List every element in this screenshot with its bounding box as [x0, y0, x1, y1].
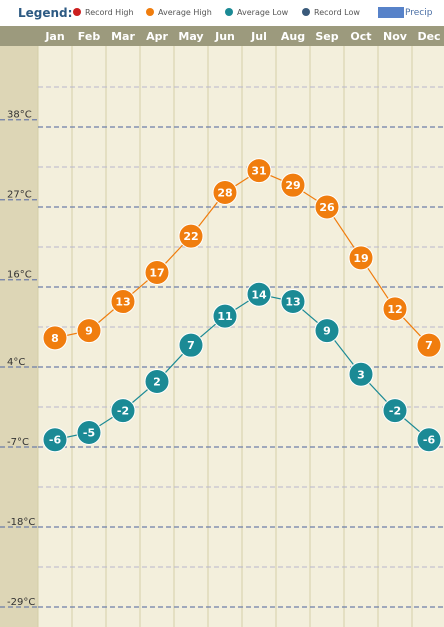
data-label: 29 [285, 179, 300, 192]
series-layer: 8 9 13 17 22 28 31 29 26 19 12 7 -6 -5 -2 2 7 11 14 13 9 3 -2 -… [42, 158, 442, 453]
data-label: 11 [217, 310, 232, 323]
data-point [246, 281, 272, 307]
month-label: Nov [383, 30, 408, 43]
month-label: Dec [417, 30, 440, 43]
data-point [178, 223, 204, 249]
data-point [144, 259, 170, 285]
data-point [348, 361, 374, 387]
data-label: 13 [115, 296, 130, 309]
legend: Legend: Record High Average High Average Lo… [18, 6, 433, 20]
data-label: 14 [251, 288, 267, 301]
data-point [314, 318, 340, 344]
month-label: Aug [281, 30, 305, 43]
y-tick-label: 27°C [7, 190, 32, 201]
month-header [0, 26, 444, 46]
legend-marker-icon [146, 8, 154, 16]
data-label: 22 [183, 230, 198, 243]
data-label: 7 [425, 339, 433, 352]
data-label: 2 [153, 376, 161, 389]
month-label: May [178, 30, 203, 43]
legend-label: Precip [405, 8, 433, 18]
data-label: 17 [149, 266, 164, 279]
data-label: 3 [357, 368, 365, 381]
data-label: 28 [217, 186, 232, 199]
legend-marker-icon [73, 8, 81, 16]
data-label: -2 [117, 405, 129, 418]
data-point [76, 318, 102, 344]
y-axis-band [0, 46, 38, 627]
data-point [110, 398, 136, 424]
data-point [144, 369, 170, 395]
data-point [246, 158, 272, 184]
legend-label: Record High [85, 8, 134, 17]
month-label: Apr [146, 30, 168, 43]
data-point [76, 419, 102, 445]
legend-label: Average Low [237, 8, 289, 17]
data-label: 12 [387, 303, 402, 316]
data-label: 9 [323, 325, 331, 338]
data-label: 31 [251, 165, 266, 178]
y-tick-label: 38°C [7, 110, 32, 121]
data-point [416, 332, 442, 358]
temperature-grid [38, 86, 444, 608]
data-point [110, 289, 136, 315]
month-grid [37, 46, 413, 627]
y-axis-labels: 38°C 27°C 16°C 4°C -7°C -18°C -29°C [0, 110, 38, 608]
data-point [212, 303, 238, 329]
data-label: -2 [389, 405, 401, 418]
data-label: -6 [423, 434, 436, 447]
data-label: 19 [353, 252, 368, 265]
month-label: Jun [214, 30, 235, 43]
y-tick-label: 4°C [7, 357, 25, 368]
data-label: 13 [285, 296, 300, 309]
data-point [178, 332, 204, 358]
month-label: Jul [250, 30, 267, 43]
month-label: Feb [78, 30, 101, 43]
data-label: 26 [319, 201, 335, 214]
month-label: Sep [315, 30, 338, 43]
y-tick-label: -29°C [7, 597, 35, 608]
data-label: 7 [187, 339, 195, 352]
data-point [382, 398, 408, 424]
month-label: Oct [350, 30, 371, 43]
data-label: 8 [51, 332, 59, 345]
legend-marker-icon [225, 8, 233, 16]
month-label: Mar [111, 30, 135, 43]
data-point [348, 245, 374, 271]
legend-title: Legend: [18, 6, 72, 20]
data-point [212, 179, 238, 205]
data-label: -6 [49, 434, 62, 447]
y-tick-label: -18°C [7, 517, 35, 528]
legend-label: Record Low [314, 8, 360, 17]
month-label: Jan [44, 30, 64, 43]
data-point [280, 172, 306, 198]
legend-marker-icon [302, 8, 310, 16]
legend-label: Average High [158, 8, 212, 17]
data-label: 9 [85, 325, 93, 338]
data-label: -5 [83, 426, 95, 439]
data-point [416, 427, 442, 453]
data-point [280, 289, 306, 315]
data-point [382, 296, 408, 322]
data-point [42, 427, 68, 453]
y-tick-label: -7°C [7, 437, 29, 448]
month-labels: Jan Feb Mar Apr May Jun Jul Aug Sep Oct Nov Dec [44, 30, 440, 43]
data-point [314, 194, 340, 220]
legend-swatch-icon [378, 7, 404, 18]
y-tick-label: 16°C [7, 270, 32, 281]
data-point [42, 325, 68, 351]
